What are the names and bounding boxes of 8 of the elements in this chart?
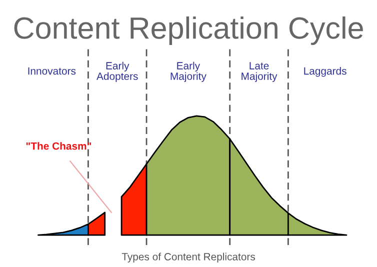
x-axis-title: Types of Content Replicators [122, 252, 256, 262]
chart-title: Content Replication Cycle [14, 16, 363, 45]
text: Early Majority [170, 62, 206, 82]
annotation: "The Chasm" [26, 142, 92, 150]
text: Laggards [304, 67, 346, 77]
text: Late Majority [242, 62, 278, 82]
text: Early Adopters [96, 62, 138, 82]
text: Innovators [28, 67, 76, 75]
